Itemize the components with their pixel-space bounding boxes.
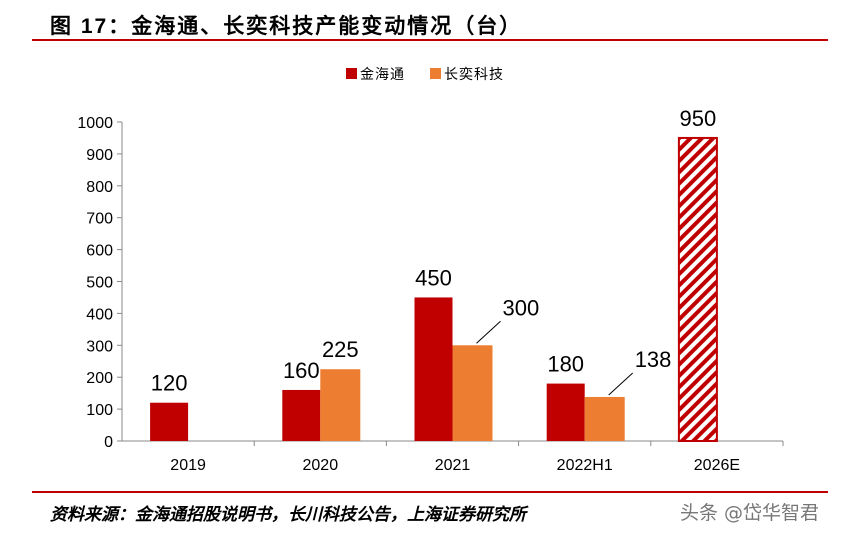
legend-label: 金海通 (360, 66, 405, 82)
bar-金海通-2020 (282, 389, 321, 441)
y-tick-label: 1000 (77, 115, 113, 132)
bar-长奕科技-2022H1 (584, 396, 625, 441)
legend-label: 长奕科技 (444, 66, 504, 82)
x-tick-label: 2026E (694, 457, 740, 474)
data-label: 180 (547, 352, 584, 377)
source-rule (32, 491, 828, 493)
bar-金海通-2019 (150, 402, 189, 441)
leader-line (608, 372, 634, 396)
title-rule (32, 39, 828, 41)
y-tick-label: 500 (86, 275, 113, 292)
y-tick-label: 300 (86, 338, 113, 355)
data-label: 225 (322, 337, 359, 362)
x-tick-label: 2021 (435, 457, 471, 474)
data-label: 160 (283, 358, 320, 383)
figure-title: 图 17：金海通、长奕科技产能变动情况（台） (50, 15, 523, 38)
y-tick-label: 600 (86, 243, 113, 260)
watermark: 头条 @岱华智君 (680, 502, 820, 524)
y-tick-label: 700 (86, 211, 113, 228)
x-tick-label: 2022H1 (557, 457, 613, 474)
y-tick-label: 0 (104, 434, 113, 451)
data-label: 950 (680, 106, 717, 131)
y-tick-label: 200 (86, 370, 113, 387)
bar-金海通-2022H1 (546, 383, 585, 441)
data-label: 120 (151, 371, 188, 396)
bar-金海通-2021 (414, 297, 453, 441)
leader-line (476, 320, 501, 344)
y-tick-label: 800 (86, 179, 113, 196)
bar-chart: 0 100 200 300 400 500 600 700 800 900 1000 2019 2020… (77, 66, 784, 474)
y-tick-label: 100 (86, 402, 113, 419)
x-tick-label: 2019 (170, 457, 206, 474)
source-note: 资料来源：金海通招股说明书，长川科技公告，上海证券研究所 (50, 505, 526, 525)
data-label: 450 (415, 265, 452, 290)
data-label: 138 (635, 347, 672, 372)
bar-长奕科技-2021 (452, 345, 493, 441)
x-tick-label: 2020 (303, 457, 339, 474)
y-tick-label: 400 (86, 306, 113, 323)
bar-长奕科技-2020 (320, 369, 361, 441)
legend-swatch (430, 68, 441, 79)
data-label: 300 (503, 295, 540, 320)
legend-swatch (346, 68, 357, 79)
y-tick-label: 900 (86, 147, 113, 164)
bar-金海通-2026E (677, 136, 718, 442)
